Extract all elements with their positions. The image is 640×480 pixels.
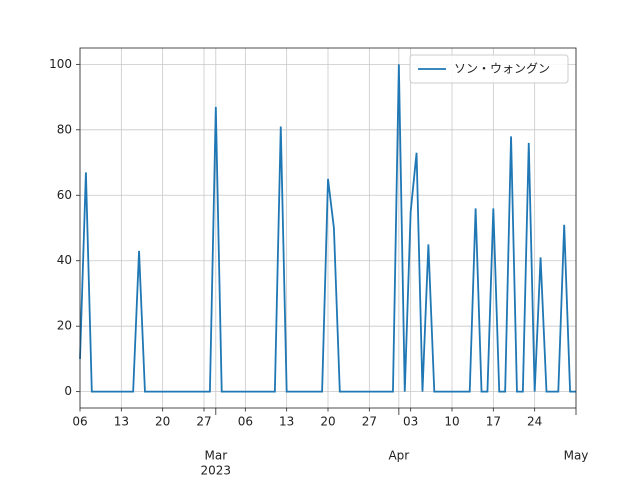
y-tick-label: 60 [57, 188, 72, 202]
x-year-label: 2023 [201, 464, 232, 478]
x-tick-label: 20 [320, 415, 335, 429]
x-tick-label: Apr [388, 449, 409, 463]
x-tick-label: 06 [72, 415, 87, 429]
x-tick-label: 24 [527, 415, 542, 429]
x-tick-label: 27 [362, 415, 377, 429]
legend-box [409, 54, 569, 84]
y-tick-label: 100 [49, 57, 72, 71]
y-tick-label: 80 [57, 122, 72, 136]
x-tick-label: 03 [403, 415, 418, 429]
x-tick-label: 17 [486, 415, 501, 429]
y-tick-label: 0 [64, 384, 72, 398]
x-tick-label: 06 [238, 415, 253, 429]
y-tick-label: 20 [57, 319, 72, 333]
x-tick-label: May [564, 449, 589, 463]
x-tick-label: 20 [155, 415, 170, 429]
legend: ソン・ウォングン [409, 54, 569, 84]
x-tick-label: Mar [204, 449, 227, 463]
legend-label: ソン・ウォングン [454, 62, 550, 76]
x-tick-label: 27 [196, 415, 211, 429]
plot-frame [79, 47, 577, 409]
data-line [79, 64, 576, 393]
x-tick-label: 10 [444, 415, 459, 429]
y-tick-label: 40 [57, 253, 72, 267]
x-tick-label: 13 [279, 415, 294, 429]
x-tick-label: 13 [114, 415, 129, 429]
